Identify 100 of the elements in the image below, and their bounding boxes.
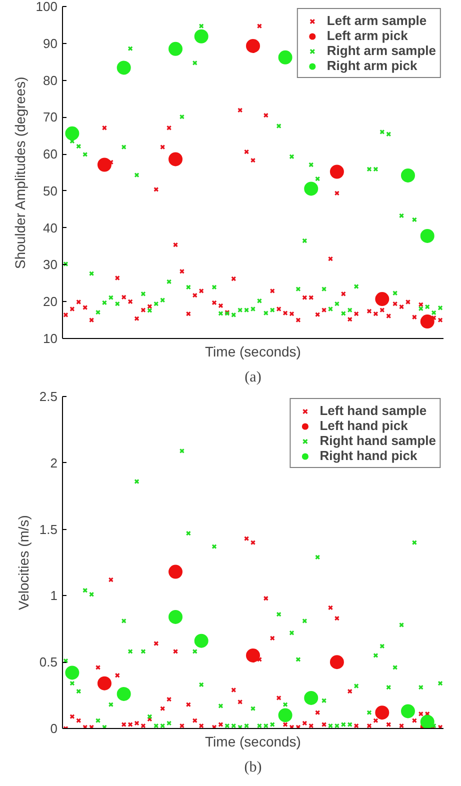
point <box>354 723 359 728</box>
point <box>398 304 404 310</box>
point <box>121 618 126 624</box>
point <box>386 684 392 690</box>
point <box>147 714 152 720</box>
point <box>218 722 224 728</box>
point <box>302 238 308 244</box>
point <box>405 299 411 305</box>
point <box>76 718 82 724</box>
point <box>95 310 101 315</box>
point <box>270 308 275 313</box>
point <box>282 702 288 708</box>
text: (a) <box>244 370 262 386</box>
point <box>386 132 392 137</box>
point <box>380 308 385 313</box>
point <box>192 292 198 298</box>
point <box>276 123 282 129</box>
point <box>340 310 346 316</box>
point <box>386 313 392 319</box>
point <box>95 718 101 724</box>
point <box>116 686 131 701</box>
point <box>321 308 327 313</box>
point <box>354 683 359 689</box>
point <box>334 190 340 196</box>
x-axis-title: Time (seconds) <box>205 734 301 750</box>
point <box>88 317 94 323</box>
point <box>198 723 204 728</box>
point <box>420 314 434 329</box>
point <box>263 310 268 316</box>
point <box>250 540 256 546</box>
point <box>172 242 178 248</box>
point <box>231 687 236 693</box>
point <box>418 302 424 308</box>
point <box>179 114 185 120</box>
point <box>194 634 208 648</box>
point <box>270 288 275 294</box>
point <box>140 291 146 296</box>
point <box>330 655 344 670</box>
point <box>140 723 146 728</box>
point <box>438 317 443 323</box>
point <box>108 702 114 708</box>
point <box>321 722 327 728</box>
point <box>315 554 320 560</box>
point <box>375 292 390 306</box>
point <box>168 564 183 579</box>
y-tick-label: 10 <box>43 331 58 346</box>
point <box>63 658 68 664</box>
point <box>328 256 334 262</box>
point <box>431 315 436 320</box>
point <box>386 722 392 728</box>
legend-label: Right arm sample <box>326 43 436 58</box>
point <box>194 29 208 44</box>
point <box>304 182 318 196</box>
point <box>256 298 262 304</box>
point <box>250 706 256 712</box>
point <box>212 300 217 306</box>
y-axis-title: Shoulder Amplitudes (degrees) <box>12 76 28 269</box>
point <box>108 577 114 582</box>
point <box>198 288 204 294</box>
point <box>315 176 320 182</box>
point <box>166 125 172 130</box>
point <box>147 304 152 309</box>
point <box>102 300 108 306</box>
point <box>76 144 82 149</box>
y-tick-label: 2 <box>50 455 58 470</box>
point <box>296 286 301 292</box>
point <box>256 656 262 662</box>
point <box>88 592 94 597</box>
point <box>398 723 404 728</box>
point <box>108 294 114 300</box>
point <box>373 718 378 724</box>
point <box>140 308 146 313</box>
point <box>276 306 282 312</box>
point <box>296 317 301 323</box>
point <box>212 284 217 290</box>
legend-label: Left arm pick <box>326 28 408 43</box>
point <box>246 648 260 662</box>
point <box>212 724 217 728</box>
point <box>65 666 80 680</box>
point <box>347 316 352 322</box>
point <box>168 42 183 56</box>
point <box>412 540 418 546</box>
point <box>250 158 256 163</box>
point <box>347 688 352 694</box>
y-axis-title: Velocities (m/s) <box>15 515 32 610</box>
point <box>354 284 359 290</box>
point <box>392 301 398 306</box>
y-tick-label: 20 <box>43 294 58 310</box>
point <box>400 168 415 182</box>
point <box>179 268 185 274</box>
point <box>289 154 294 160</box>
legend-label: Right hand pick <box>320 448 418 463</box>
point <box>186 284 191 290</box>
y-tick-label: 1.5 <box>39 522 58 537</box>
point <box>412 314 418 320</box>
point <box>412 217 418 222</box>
point <box>168 610 183 624</box>
point <box>334 616 340 621</box>
point <box>296 656 301 662</box>
point <box>398 622 404 628</box>
